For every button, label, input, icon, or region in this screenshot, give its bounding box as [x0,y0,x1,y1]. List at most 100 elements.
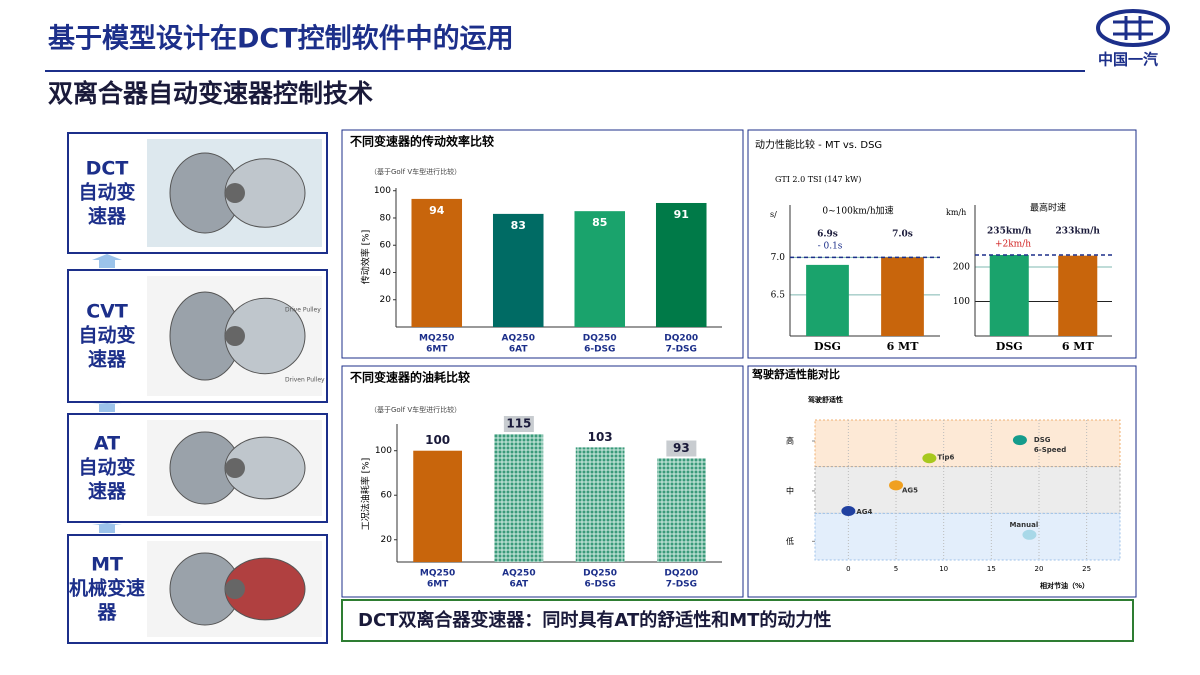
band [814,512,1121,561]
point-label: DSG [1034,436,1051,444]
stage-label: 机械变速 [69,577,145,600]
y-tick-label: 20 [380,295,392,305]
value-label: 103 [588,430,613,444]
panel-subtitle: （基于Golf V车型进行比较） [370,405,461,414]
x-tick-label: DSG [814,340,841,353]
x-tick-label: 6-DSG [584,580,615,590]
y-tick-label: 60 [381,491,393,501]
y-tick-label: 20 [381,535,393,545]
y-tick-label: 低 [786,536,794,546]
y-tick-label: 80 [380,213,392,223]
value-label: 7.0s [892,230,913,240]
x-axis-label: 相对节油（%） [1040,581,1089,590]
value-label: 85 [592,216,607,229]
value-label: 83 [511,219,526,232]
image-label: Driven Pulley [285,377,325,384]
stage-label: 器 [96,602,117,624]
stage-label: 速器 [88,480,127,503]
label-box [503,416,534,433]
x-tick-label: 10 [939,565,948,573]
image-part [225,579,245,599]
bar [657,458,706,562]
stage-label: 自动变 [78,324,135,347]
value-label: 6.9s [817,230,838,240]
value-label: 100 [425,433,450,447]
x-tick-label: 7-DSG [666,345,697,355]
stage-label: AT [94,433,120,455]
value-label: 235km/h [987,227,1032,237]
x-tick-label: DQ200 [664,569,698,579]
bar [574,211,626,327]
value-label: 91 [674,208,689,221]
y-tick-label: 6.5 [771,290,786,300]
x-tick-label: MQ250 [420,569,455,579]
point-label: Manual [1009,521,1038,529]
y-tick-label: 7.0 [771,253,786,263]
logo: 中国一汽 [1096,9,1170,69]
y-tick-label: 100 [953,297,970,307]
bar [494,434,544,562]
point-label: 6-Speed [1034,446,1066,454]
slide-subtitle: 双离合器自动变速器控制技术 [48,79,373,108]
band [814,419,1121,468]
x-tick-label: 6-DSG [584,345,615,355]
bar [413,450,462,562]
x-tick-label: 6 MT [887,340,920,353]
stage-arrow [92,254,122,268]
bar [575,447,625,562]
bar [989,254,1029,336]
y-tick-label: 200 [953,263,970,273]
x-tick-label: 20 [1035,565,1044,573]
slide-title: 基于模型设计在DCT控制软件中的运用 [48,23,514,55]
x-tick-label: 0 [846,565,850,573]
x-tick-label: 7-DSG [666,580,697,590]
subplot-title: 最高时速 [1030,202,1066,214]
panel-title: 不同变速器的油耗比较 [350,370,470,385]
bar [1058,255,1098,336]
y-axis-label: 传动效率 [%] [360,230,372,284]
x-tick-label: 25 [1082,565,1091,573]
point [1012,435,1027,446]
stage-label: 自动变 [78,181,135,204]
bar [655,202,707,327]
bar [492,213,544,327]
stage-arrow [92,403,122,412]
x-tick-label: DSG [996,340,1023,353]
image-part [225,183,245,203]
y-tick-label: 100 [374,186,391,196]
stage-arrow [92,523,122,533]
unit-label: s/ [770,210,777,219]
value-label: 115 [506,417,531,431]
panel-subtitle: （基于Golf V车型进行比较） [370,167,461,176]
panel-title: 动力性能比较 - MT vs. DSG [755,138,882,151]
bar [411,198,463,327]
x-tick-label: 6MT [427,580,449,590]
value-label: 94 [429,204,445,217]
stage-label: CVT [86,301,128,323]
stage-label: 速器 [88,205,127,228]
x-tick-label: AQ250 [502,334,535,344]
value-label: 93 [673,441,690,455]
x-tick-label: DQ200 [664,334,698,344]
point-label: Tip6 [937,453,954,461]
point-label: AG4 [856,508,872,516]
x-tick-label: 6AT [510,580,530,590]
x-tick-label: DQ250 [583,334,617,344]
annotation: +2km/h [995,240,1031,250]
point [889,480,904,491]
y-tick-label: 40 [380,268,392,278]
annotation: - 0.1s [818,242,843,252]
y-axis-label: 驾驶舒适性 [807,395,843,404]
subplot-title: 0~100km/h加速 [822,206,893,217]
conclusion: DCT双离合器变速器：同时具有AT的舒适性和MT的动力性 [358,609,831,631]
stage-image: Drive Pulley Driven Pulley [147,276,325,396]
x-tick-label: 5 [894,565,898,573]
point [841,506,856,516]
value-label: 233km/h [1056,227,1101,237]
panel-subtitle: GTI 2.0 TSI (147 kW) [775,175,861,184]
y-tick-label: 100 [375,446,392,456]
y-tick-label: 高 [786,436,794,446]
y-tick-label: 60 [380,241,392,251]
